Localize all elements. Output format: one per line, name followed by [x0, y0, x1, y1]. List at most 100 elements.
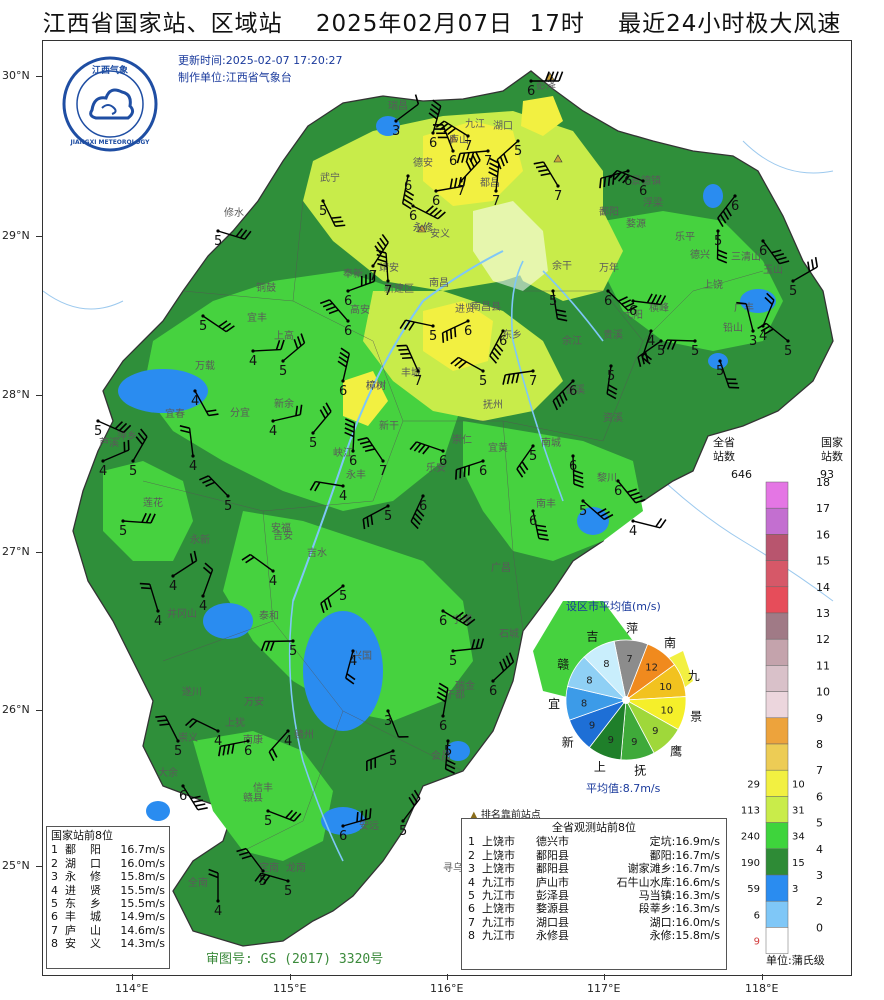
wind-barb: 6 [599, 169, 632, 189]
legend-province-count: 240 [741, 832, 760, 843]
wind-barb: 6 [552, 379, 577, 411]
city-label: 吉安 [273, 529, 293, 542]
legend-unit: 单位:蒲氏级 [766, 954, 825, 967]
city-label: 芦溪 [99, 437, 119, 449]
wind-barb: 5 [789, 257, 819, 299]
wind-level-value: 5 [549, 294, 557, 309]
legend-national-count: 15 [792, 858, 805, 869]
wind-barb: 6 [529, 509, 549, 541]
pie-slice-label: 景 [690, 709, 702, 723]
legend-color-swatch [765, 586, 789, 614]
national-ranking-row: 5 东 乡 15.5m/s [51, 897, 165, 910]
city-label: 东乡 [502, 328, 522, 341]
wind-barb: 7 [488, 157, 500, 209]
province-ranking-station: 石牛山水库:16.6m/s [616, 875, 720, 889]
national-ranking-rank: 3 [51, 870, 58, 884]
legend-color-swatch [765, 796, 789, 823]
city-label: 德兴 [690, 248, 710, 261]
legend-province-count: 29 [747, 779, 760, 790]
province-ranking-city: 九江市 [482, 889, 515, 903]
wind-barb: 6 [614, 479, 646, 504]
map-area[interactable]: 彭泽 湖口 瑞昌 庐山 九江 德安 武宁 都昌 修水 永修 鄱阳 景德镇 浮梁 婺源 靖安 安义 乐平 德兴 三清山… [42, 40, 852, 976]
legend-color-swatch [765, 638, 789, 666]
city-label: 崇义 [178, 732, 198, 744]
city-label: 安义 [430, 227, 450, 240]
city-label: 上饶 [703, 278, 723, 291]
wind-barb: 6 [432, 124, 457, 169]
wind-level-value: 5 [399, 824, 407, 839]
wind-level-value: 6 [439, 454, 447, 469]
wind-level-value: 6 [339, 384, 347, 399]
legend-header-national: 国家 [821, 436, 843, 449]
wind-barb: 7 [435, 120, 472, 154]
legend-national-count: 31 [792, 806, 805, 817]
city-label: 大余 [158, 766, 178, 779]
province-ranking-row: 4 九江市 庐山市 石牛山水库:16.6m/s [468, 876, 720, 889]
province-ranking-county: 鄱阳县 [536, 848, 569, 862]
wind-level-value: 5 [529, 449, 537, 464]
wind-barb: 6 [218, 739, 252, 759]
longitude-label: 115°E [273, 982, 307, 995]
wind-barb: 5 [716, 359, 740, 389]
city-label: 信丰 [253, 781, 273, 794]
latitude-label: 28°N [2, 388, 30, 401]
pie-slice-label: 赣 [557, 658, 569, 672]
wind-level-value: 5 [789, 284, 797, 299]
wind-barb: 6 [179, 784, 208, 811]
logo-name-en: JIANGXI METEOROLOGY [70, 139, 151, 146]
wind-barb: 4 [184, 718, 222, 749]
wind-level-value: 6 [349, 454, 357, 469]
top-station-marker [417, 224, 427, 233]
legend-level-label: 3 [816, 869, 823, 882]
wind-barb: 7 [533, 161, 562, 204]
latitude-tick [36, 710, 42, 711]
national-ranking-name: 湖 口 [65, 856, 101, 870]
wind-level-value: 6 [339, 829, 347, 844]
province-ranking-row: 5 九江市 彭泽县 马当镇:16.3m/s [468, 889, 720, 902]
pie-slice [583, 640, 627, 702]
city-label: 遂川 [182, 685, 202, 698]
wind-level-value: 5 [579, 504, 587, 519]
wind-level-value: 6 [604, 294, 612, 309]
wind-barb: 5 [757, 322, 792, 359]
city-label: 龙南 [286, 861, 306, 874]
wind-barb: 5 [399, 319, 437, 344]
legend-level-label: 9 [816, 712, 823, 725]
city-label: 彭泽 [536, 79, 556, 92]
city-label: 浮梁 [643, 196, 663, 209]
wind-level-value: 5 [309, 436, 317, 451]
wind-barb: 5 [199, 475, 232, 514]
latitude-label: 27°N [2, 545, 30, 558]
wind-level-value: 6 [439, 719, 447, 734]
wind-level-value: 6 [479, 464, 487, 479]
wind-level-value: 5 [214, 234, 222, 249]
pie-slice-value: 8 [586, 675, 592, 686]
wind-level-value: 4 [99, 464, 107, 479]
legend-province-count: 190 [741, 858, 760, 869]
city-label: 南丰 [536, 497, 556, 510]
latitude-tick [36, 866, 42, 867]
wind-level-value: 6 [489, 684, 497, 699]
longitude-label: 117°E [587, 982, 621, 995]
top-station-marker [553, 154, 563, 163]
legend-color-swatch [765, 665, 789, 692]
wind-level-value: 5 [389, 754, 397, 769]
pie-slice-label: 吉 [586, 629, 598, 643]
province-ranking-row: 7 九江市 湖口县 湖口:16.0m/s [468, 916, 720, 929]
national-ranking-name: 永 修 [65, 870, 101, 884]
province-ranking-county: 永修县 [536, 929, 569, 943]
top-station-legend-label: 排名靠前站点 [480, 810, 541, 821]
city-label: 玉山 [763, 264, 783, 276]
city-label: 瑞金 [455, 679, 475, 692]
province-ranking-rank: 8 [468, 929, 475, 943]
city-label: 宜丰 [247, 311, 267, 324]
wind-level-value: 5 [657, 344, 665, 359]
longitude-tick [762, 974, 763, 980]
jiangxi-meteorology-logo: 江西气象 JIANGXI METEOROLOGY [62, 56, 158, 152]
province-ranking-row: 1 上饶市 德兴市 定坑:16.9m/s [468, 835, 720, 848]
wind-level-value: 6 [529, 514, 537, 529]
latitude-label: 26°N [2, 703, 30, 716]
legend-color-swatch [765, 874, 789, 902]
national-ranking-row: 8 安 义 14.3m/s [51, 937, 165, 950]
